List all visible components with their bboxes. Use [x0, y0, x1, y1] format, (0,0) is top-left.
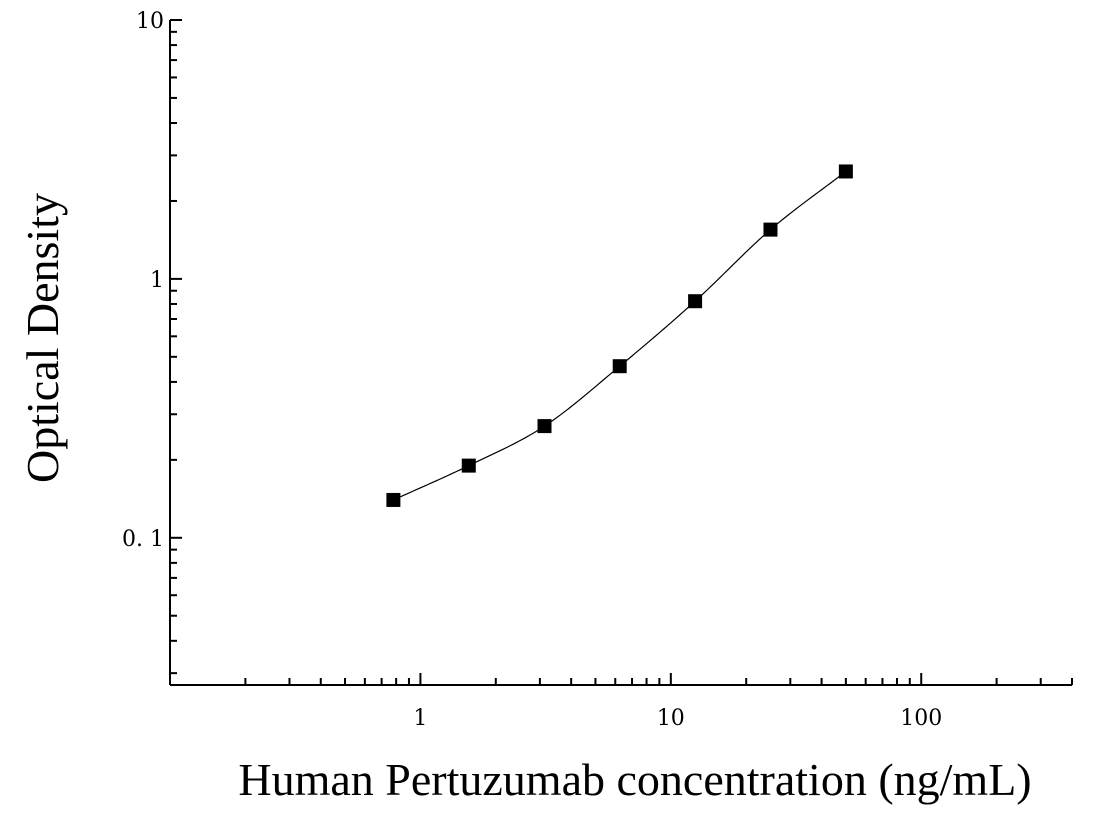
x-tick-label: 1: [413, 706, 427, 731]
y-tick-label: 10: [136, 9, 164, 34]
y-tick-label: 0. 1: [122, 527, 164, 552]
plot-area: 1 10 100 0. 1 1 10: [122, 9, 1073, 731]
x-tick-label: 10: [657, 706, 685, 731]
x-tick-label: 100: [900, 706, 942, 731]
data-point: [612, 359, 627, 374]
data-point: [537, 419, 552, 434]
fit-curve: [393, 170, 847, 501]
data-point: [461, 458, 476, 473]
data-point: [763, 222, 778, 237]
data-point: [838, 164, 853, 179]
x-axis-title: Human Pertuzumab concentration (ng/mL): [238, 754, 1031, 805]
data-point: [688, 294, 703, 309]
y-axis-title: Optical Density: [17, 193, 68, 483]
data-point: [386, 492, 401, 507]
y-tick-label: 1: [150, 268, 164, 293]
